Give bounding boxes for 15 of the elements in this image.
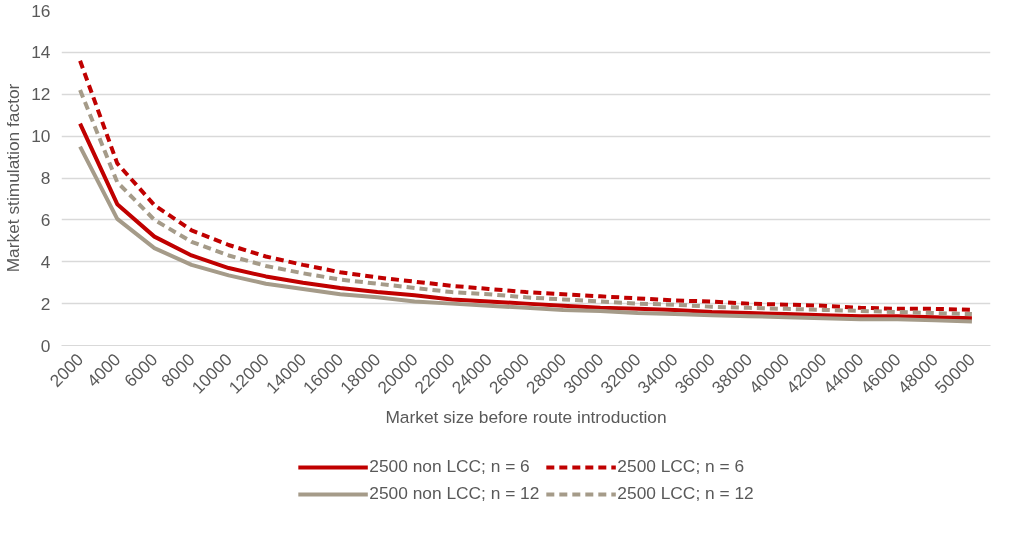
y-tick-label: 16 xyxy=(31,0,51,21)
y-axis-title: Market stimulation factor xyxy=(3,83,24,273)
y-tick-label: 0 xyxy=(40,335,51,356)
legend-label: 2500 LCC; n = 6 xyxy=(617,456,745,477)
y-tick-label: 10 xyxy=(31,126,51,147)
legend-label: 2500 non LCC; n = 6 xyxy=(369,456,530,477)
legend-label: 2500 LCC; n = 12 xyxy=(617,483,754,504)
y-tick-label: 8 xyxy=(40,168,51,188)
y-tick-label: 4 xyxy=(40,251,51,272)
x-axis-title: Market size before route introduction xyxy=(385,407,667,428)
y-tick-label: 2 xyxy=(40,293,51,314)
y-tick-label: 12 xyxy=(31,84,51,105)
y-tick-label: 14 xyxy=(31,42,51,63)
y-tick-label: 6 xyxy=(40,209,51,230)
legend-label: 2500 non LCC; n = 12 xyxy=(369,483,540,504)
